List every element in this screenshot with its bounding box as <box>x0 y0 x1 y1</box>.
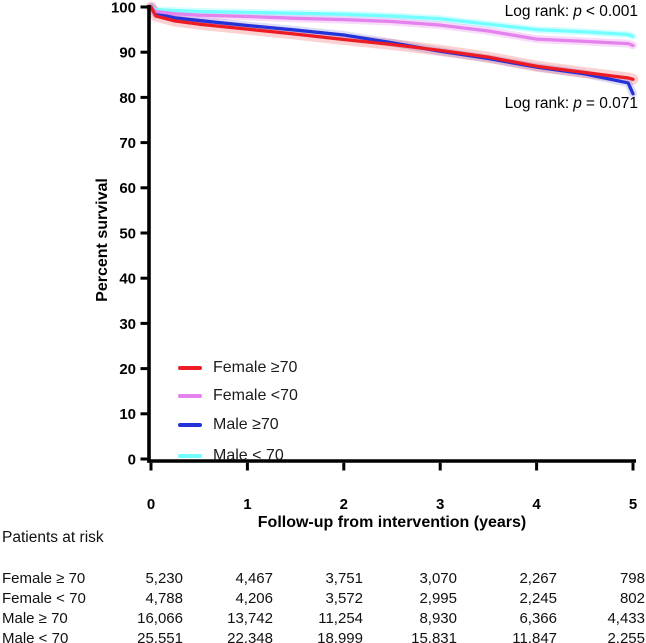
risk-row-label: Female ≥ 70 <box>2 569 86 587</box>
risk-count: 4,788 <box>145 589 183 607</box>
legend-item-female-ge70: Female ≥70 <box>178 358 297 378</box>
y-tick-label: 80 <box>119 90 136 107</box>
risk-count: 3,070 <box>419 569 457 587</box>
survival-curve <box>149 5 635 81</box>
y-tick-label: 100 <box>111 0 136 16</box>
legend-label: Male < 70 <box>213 447 284 464</box>
risk-count: 4,206 <box>235 589 273 607</box>
risk-count: 11,254 <box>318 609 363 627</box>
p-symbol: p <box>573 95 582 112</box>
y-tick-label: 30 <box>119 316 136 333</box>
risk-table-row: Female < 70 4,788 4,206 3,572 2,995 2,245 802 <box>0 588 646 608</box>
risk-row-label: Male ≥ 70 <box>2 609 68 627</box>
y-tick-label: 20 <box>119 361 136 378</box>
legend-swatch-female-ge70 <box>178 366 202 370</box>
y-tick-label: 0 <box>128 451 136 468</box>
legend-label: Female <70 <box>213 387 298 404</box>
survival-curve <box>149 5 635 48</box>
x-tick-label: 2 <box>340 496 348 513</box>
legend-item-female-lt70: Female <70 <box>178 386 298 406</box>
x-tick-label: 5 <box>629 496 637 513</box>
risk-row-label: Male < 70 <box>2 629 69 643</box>
log-rank-annotation-under-70: Log rank: p < 0.001 <box>505 3 638 21</box>
p-value: = 0.071 <box>585 95 638 112</box>
x-tick-label: 3 <box>436 496 444 513</box>
x-tick-label: 4 <box>532 496 541 513</box>
y-tick-label: 50 <box>119 225 136 242</box>
risk-count: 2,255 <box>607 629 645 643</box>
y-axis-title: Percent survival <box>94 178 111 302</box>
risk-table-row: Male ≥ 70 16,066 13,742 11,254 8,930 6,366 4,4… <box>0 608 646 628</box>
legend-swatch-female-lt70 <box>178 394 202 398</box>
risk-count: 8,930 <box>419 609 457 627</box>
risk-count: 802 <box>619 589 645 607</box>
risk-count: 798 <box>619 569 645 587</box>
y-tick-label: 70 <box>119 135 136 152</box>
legend-item-male-lt70: Male < 70 <box>178 446 284 466</box>
survival-plot-canvas: 0 10 20 30 40 50 60 70 80 90 100 0 1 2 3 4 5 Follow-up fr… <box>94 0 639 531</box>
risk-count: 6,366 <box>519 609 557 627</box>
legend-swatch-male-lt70 <box>178 454 202 458</box>
risk-count: 4,467 <box>235 569 273 587</box>
x-tick-label: 1 <box>243 496 251 513</box>
risk-count: 13,742 <box>227 609 273 627</box>
log-rank-label: Log rank: <box>504 95 570 112</box>
risk-count: 5,230 <box>145 569 183 587</box>
log-rank-annotation-over-70: Log rank: p = 0.071 <box>505 95 638 113</box>
x-tick-label: 0 <box>147 496 155 513</box>
patients-at-risk-title: Patients at risk <box>2 529 104 546</box>
legend-item-male-ge70: Male ≥70 <box>178 415 279 435</box>
risk-count: 3,572 <box>325 589 363 607</box>
risk-table-row: Male < 70 25,551 22,348 18,999 15,831 11,847 2… <box>0 628 646 643</box>
patients-at-risk-table: Female ≥ 70 5,230 4,467 3,751 3,070 2,267 798 F… <box>0 568 646 643</box>
y-tick-label: 60 <box>119 180 136 197</box>
y-tick-label: 40 <box>119 271 136 288</box>
risk-count: 11,847 <box>512 629 557 643</box>
risk-count: 25,551 <box>137 629 183 643</box>
legend-label: Female ≥70 <box>213 359 298 376</box>
p-value: < 0.001 <box>585 3 638 20</box>
survival-curve <box>149 5 635 39</box>
p-symbol: p <box>573 3 582 20</box>
risk-count: 3,751 <box>325 569 363 587</box>
risk-count: 16,066 <box>137 609 183 627</box>
y-tick-label: 10 <box>119 406 136 423</box>
log-rank-label: Log rank: <box>504 3 570 20</box>
risk-count: 2,245 <box>519 589 557 607</box>
risk-row-label: Female < 70 <box>2 589 86 607</box>
y-tick-label: 90 <box>119 45 136 62</box>
risk-count: 15,831 <box>411 629 457 643</box>
x-axis-title: Follow-up from intervention (years) <box>258 514 526 531</box>
legend-label: Male ≥70 <box>213 416 279 433</box>
risk-count: 22,348 <box>227 629 273 643</box>
risk-table-row: Female ≥ 70 5,230 4,467 3,751 3,070 2,267 798 <box>0 568 646 588</box>
risk-count: 2,995 <box>419 589 457 607</box>
legend-swatch-male-ge70 <box>178 423 202 427</box>
risk-count: 18,999 <box>317 629 363 643</box>
risk-count: 4,433 <box>607 609 645 627</box>
risk-count: 2,267 <box>519 569 557 587</box>
